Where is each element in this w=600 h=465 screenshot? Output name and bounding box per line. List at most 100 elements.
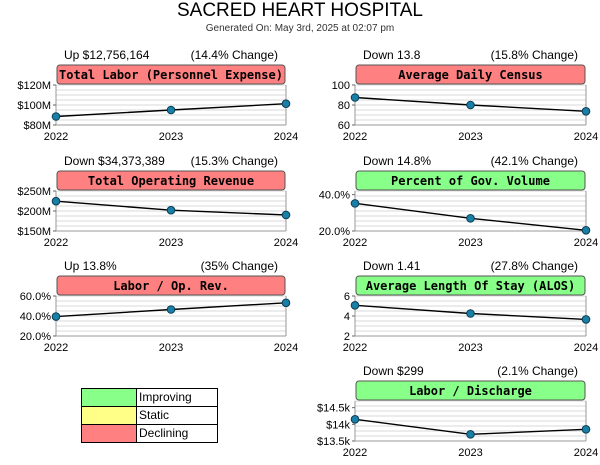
chart-title: Labor / Discharge <box>409 384 532 398</box>
y-tick-label: 40.0% <box>319 190 350 202</box>
y-tick-label: 20.0% <box>319 226 350 238</box>
x-tick-label: 2022 <box>44 342 68 354</box>
y-tick-label: $200M <box>17 206 51 218</box>
chart-title-box <box>355 380 586 401</box>
data-point <box>281 298 291 308</box>
x-tick-label: 2022 <box>44 131 68 143</box>
legend-row-static: Static <box>81 406 218 425</box>
data-point <box>350 93 360 102</box>
legend-label-declining: Declining <box>136 424 218 443</box>
x-tick-label: 2022 <box>44 237 68 249</box>
delta-label: Up $12,756,164 <box>64 48 150 62</box>
data-point <box>581 315 591 324</box>
change-label: (27.8% Change) <box>491 259 578 273</box>
chart-title: Total Operating Revenue <box>88 174 254 188</box>
x-tick-label: 2023 <box>458 342 482 354</box>
y-tick-label: $14.5k <box>317 403 351 415</box>
change-label: (15.3% Change) <box>191 154 278 168</box>
data-point <box>51 112 61 121</box>
chart-panel-6: Down 1.41 (27.8% Change) Average Length Of… <box>343 259 598 354</box>
chart-title-box <box>355 275 586 296</box>
legend-swatch-declining <box>81 424 137 443</box>
chart-panel-3: Down $34,373,389 (15.3% Change) Total Oper… <box>17 154 298 249</box>
data-point <box>166 305 176 314</box>
delta-label: Up 13.8% <box>64 259 117 273</box>
data-point <box>466 430 475 439</box>
report-title: SACRED HEART HOSPITAL <box>176 0 423 21</box>
data-point <box>281 99 291 108</box>
x-tick-label: 2024 <box>574 131 598 143</box>
x-tick-label: 2023 <box>458 131 482 143</box>
x-tick-label: 2022 <box>343 237 367 249</box>
data-point <box>281 210 291 220</box>
chart-panel-5: Up 13.8% (35% Change) Labor / Op. Rev. 20.0… <box>20 259 298 354</box>
x-tick-label: 2023 <box>159 342 183 354</box>
legend-swatch-improving <box>81 388 137 407</box>
delta-label: Down 13.8 <box>363 48 421 62</box>
change-label: (15.8% Change) <box>491 48 578 62</box>
y-tick-label: 60.0% <box>20 291 51 303</box>
chart-panel-1: Up $12,756,164 (14.4% Change) Total Labor … <box>17 48 298 143</box>
y-tick-label: 80 <box>338 100 350 112</box>
y-tick-label: $120M <box>17 80 51 92</box>
delta-label: Down 14.8% <box>363 154 431 168</box>
delta-label: Down $34,373,389 <box>64 154 165 168</box>
data-point <box>466 100 475 110</box>
y-tick-label: 2 <box>344 331 350 343</box>
x-tick-label: 2024 <box>274 131 298 143</box>
change-label: (42.1% Change) <box>491 154 578 168</box>
y-tick-label: 4 <box>344 311 350 323</box>
x-tick-label: 2024 <box>274 237 298 249</box>
y-tick-label: 6 <box>344 291 350 303</box>
x-tick-label: 2024 <box>274 342 298 354</box>
chart-title-box <box>56 275 286 296</box>
delta-label: Down 1.41 <box>363 259 421 273</box>
chart-title-box <box>355 170 586 191</box>
data-point <box>166 105 176 115</box>
y-tick-label: $14k <box>326 419 350 431</box>
x-tick-label: 2023 <box>458 447 482 459</box>
chart-panel-7: Down $299 (2.1% Change) Labor / Discharge $… <box>317 364 598 459</box>
chart-title: Labor / Op. Rev. <box>113 279 229 293</box>
change-label: (2.1% Change) <box>497 364 578 378</box>
y-tick-label: $100M <box>17 100 51 112</box>
status-legend: Improving Static Declining <box>81 388 218 443</box>
legend-label-static: Static <box>136 406 218 425</box>
chart-title: Percent of Gov. Volume <box>391 174 550 188</box>
x-tick-label: 2022 <box>343 447 367 459</box>
data-point <box>581 225 591 235</box>
x-tick-label: 2023 <box>159 237 183 249</box>
change-label: (35% Change) <box>201 259 278 273</box>
change-label: (14.4% Change) <box>191 48 278 62</box>
data-point <box>466 309 475 318</box>
x-tick-label: 2023 <box>458 237 482 249</box>
y-tick-label: 60 <box>338 120 350 132</box>
data-point <box>350 301 360 310</box>
chart-title-box <box>56 64 286 85</box>
legend-row-improving: Improving <box>81 388 218 407</box>
chart-title-box <box>56 170 286 191</box>
x-tick-label: 2024 <box>574 447 598 459</box>
report-subtitle: Generated On: May 3rd, 2025 at 02:07 pm <box>205 23 395 34</box>
chart-panel-2: Down 13.8 (15.8% Change) Average Daily Cen… <box>332 48 599 143</box>
y-tick-label: $13.5k <box>317 436 351 448</box>
x-tick-label: 2022 <box>343 342 367 354</box>
legend-label-improving: Improving <box>136 388 218 407</box>
chart-panel-4: Down 14.8% (42.1% Change) Percent of Gov. … <box>319 154 598 249</box>
data-point <box>51 196 61 206</box>
data-point <box>350 415 360 424</box>
y-tick-label: 40.0% <box>20 311 51 323</box>
chart-title: Average Daily Census <box>398 68 543 82</box>
chart-title: Average Length Of Stay (ALOS) <box>366 279 576 293</box>
data-point <box>350 199 360 208</box>
y-tick-label: 100 <box>332 80 350 92</box>
legend-row-declining: Declining <box>81 424 218 443</box>
delta-label: Down $299 <box>363 364 424 378</box>
x-tick-label: 2024 <box>574 342 598 354</box>
y-tick-label: 20.0% <box>20 331 51 343</box>
x-tick-label: 2022 <box>343 131 367 143</box>
data-point <box>581 425 591 434</box>
legend-swatch-static <box>81 406 137 425</box>
y-tick-label: $150M <box>17 226 51 238</box>
